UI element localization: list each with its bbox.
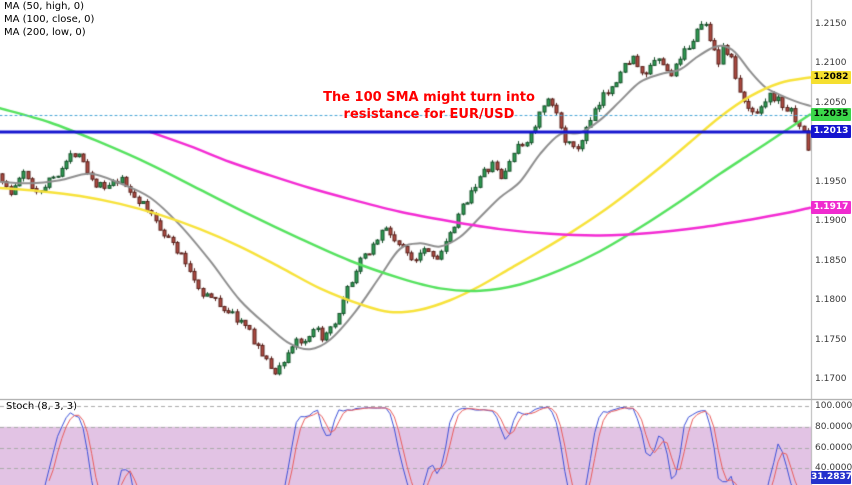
ma-legend-line-3: MA (200, low, 0) — [4, 27, 86, 38]
ma-legend-line-2: MA (100, close, 0) — [4, 14, 95, 25]
ma-legend-line-1: MA (50, high, 0) — [4, 1, 85, 12]
ma-legend: MA (50, high, 0) MA (100, close, 0) MA (… — [4, 0, 94, 39]
annotation-line-2: resistance for EUR/USD — [343, 107, 515, 122]
stoch-indicator-label: Stoch (8, 3, 3) — [6, 401, 78, 412]
annotation-line-1: The 100 SMA might turn into — [323, 90, 535, 105]
chart-annotation: The 100 SMA might turn into resistance f… — [306, 89, 552, 123]
